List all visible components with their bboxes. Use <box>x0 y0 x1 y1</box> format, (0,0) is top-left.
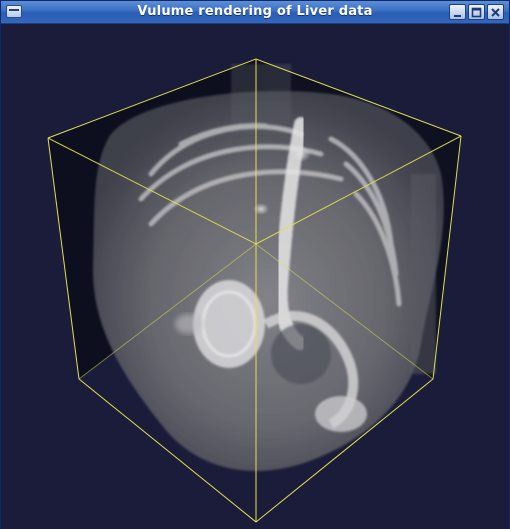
window-title: Vulume rendering of Liver data <box>137 4 373 19</box>
window-menu-icon[interactable] <box>6 5 22 18</box>
pelvis <box>193 280 367 432</box>
volume-rendering <box>47 58 462 523</box>
close-icon <box>491 7 500 17</box>
minimize-icon <box>454 14 461 17</box>
render-viewport[interactable] <box>1 24 509 529</box>
close-button[interactable] <box>487 4 504 20</box>
bounding-box <box>47 58 462 523</box>
highlights <box>175 146 311 334</box>
rib-cage <box>138 123 402 307</box>
title-bar[interactable]: Vulume rendering of Liver data <box>1 1 509 24</box>
maximize-button[interactable] <box>468 4 485 20</box>
maximize-icon <box>471 7 482 17</box>
minimize-button[interactable] <box>449 4 466 20</box>
